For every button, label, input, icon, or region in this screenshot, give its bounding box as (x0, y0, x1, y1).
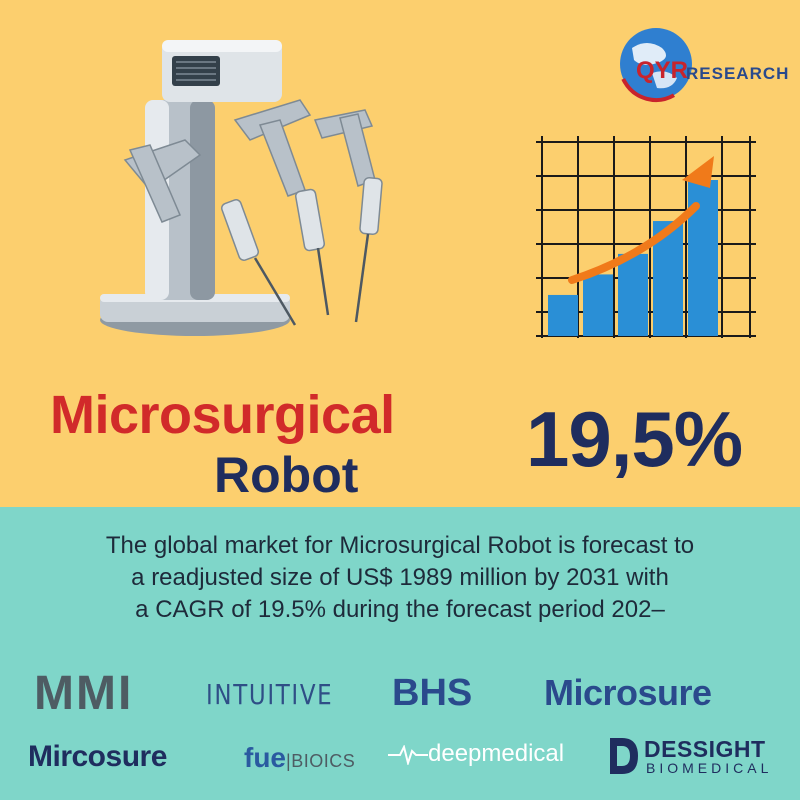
brand-deepmedical-logo: deepmedical (388, 740, 564, 768)
chart-bar (688, 180, 718, 336)
trend-arrow-head (682, 156, 714, 188)
description-line-3: a CAGR of 19.5% during the forecast peri… (135, 596, 665, 623)
chart-bar (583, 274, 613, 336)
dessight-name: DESSIGHT (644, 736, 766, 762)
qyr-globe-logo (618, 26, 694, 102)
description-line-2: a readjusted size of US$ 1989 million by… (131, 564, 669, 591)
deepmedical-text: deepmedical (428, 740, 565, 767)
logo-qyr-text: QYR (636, 57, 689, 84)
pulse-icon (388, 743, 428, 767)
brand-bhs-logo: BHS (392, 672, 473, 714)
trend-arrow (568, 202, 700, 284)
description-line-1: The global market for Microsurgical Robo… (105, 532, 695, 559)
dessight-d-icon (610, 738, 638, 774)
brand-microsure-logo: Microsure (544, 672, 712, 713)
market-description: The global market for Microsurgical Robo… (0, 530, 800, 626)
fue-text: fue (244, 742, 286, 773)
title-robot: Robot (214, 447, 359, 503)
dessight-subtitle: BIOMEDICAL (646, 760, 773, 776)
growth-bar-chart (536, 136, 756, 338)
brand-intuitive-logo: INTUITIVE (206, 678, 334, 711)
brand-mircosure-logo: Mircosure (28, 740, 167, 773)
brand-dessight-logo: DESSIGHT BIOMEDICAL (608, 736, 768, 781)
bottom-banner (0, 507, 800, 800)
chart-bar (548, 294, 578, 336)
title-microsurgical: Microsurgical (50, 385, 395, 445)
surgical-robot-illustration (100, 40, 383, 336)
brand-mmi-logo: MMI (34, 667, 134, 720)
brand-fue-bioics-logo: fue|BIOICS (244, 742, 355, 774)
chart-bar (618, 253, 648, 336)
logo-research-text: RESEARCH (686, 64, 790, 83)
cagr-percentage: 19,5% (526, 395, 743, 483)
fue-suffix-text: |BIOICS (286, 751, 356, 771)
